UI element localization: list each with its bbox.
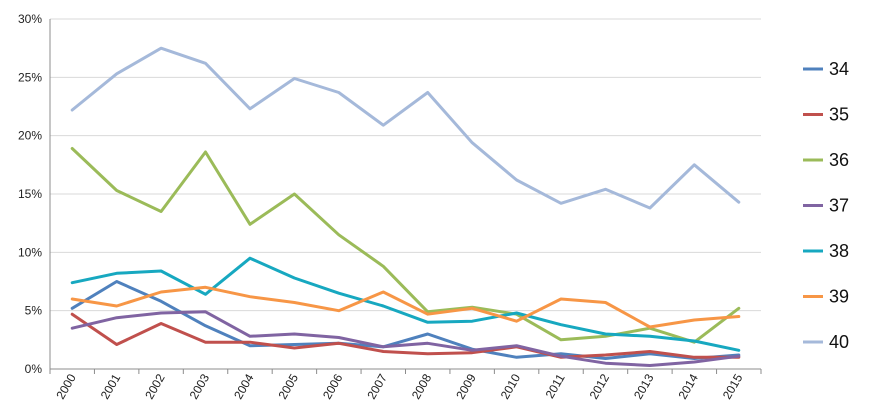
y-tick-label: 0% xyxy=(25,362,43,376)
legend-label-34: 34 xyxy=(829,59,849,79)
y-tick-label: 5% xyxy=(25,304,43,318)
series-line-35 xyxy=(70,312,741,359)
x-tick-label: 2005 xyxy=(276,371,302,401)
y-tick-label: 25% xyxy=(18,70,42,84)
series-layer xyxy=(70,46,741,367)
legend-label-40: 40 xyxy=(829,332,849,352)
y-tick-label: 10% xyxy=(18,245,42,259)
x-tick-label: 2007 xyxy=(364,371,390,401)
series-line-40 xyxy=(70,46,741,210)
legend-label-36: 36 xyxy=(829,150,849,170)
x-tick-label: 2000 xyxy=(53,371,79,401)
x-tick-label: 2003 xyxy=(187,371,213,401)
x-tick-label: 2009 xyxy=(453,371,479,401)
y-tick-label: 20% xyxy=(18,129,42,143)
x-tick-label: 2015 xyxy=(720,371,746,401)
legend-label-38: 38 xyxy=(829,241,849,261)
x-tick-label: 2001 xyxy=(98,371,124,401)
x-tick-label: 2004 xyxy=(231,371,257,401)
x-tick-label: 2010 xyxy=(498,371,524,401)
legend-label-37: 37 xyxy=(829,196,849,216)
legend-label-39: 39 xyxy=(829,287,849,307)
y-tick-label: 15% xyxy=(18,187,42,201)
legend-label-35: 35 xyxy=(829,105,849,125)
series-line-37 xyxy=(70,310,741,367)
series-line-39 xyxy=(70,285,741,329)
series-line-38 xyxy=(70,256,741,352)
y-tick-label: 30% xyxy=(18,12,42,26)
x-tick-label: 2013 xyxy=(631,371,657,401)
series-line-36 xyxy=(70,147,741,344)
x-tick-label: 2014 xyxy=(675,371,701,401)
x-tick-label: 2008 xyxy=(409,371,435,401)
grid-layer xyxy=(50,18,761,312)
x-tick-label: 2011 xyxy=(543,371,568,401)
x-tick-label: 2006 xyxy=(320,371,346,401)
x-tick-label: 2012 xyxy=(587,371,613,401)
x-tick-label: 2002 xyxy=(142,371,168,401)
legend: 34 35 36 37 38 39 40 xyxy=(803,59,849,352)
